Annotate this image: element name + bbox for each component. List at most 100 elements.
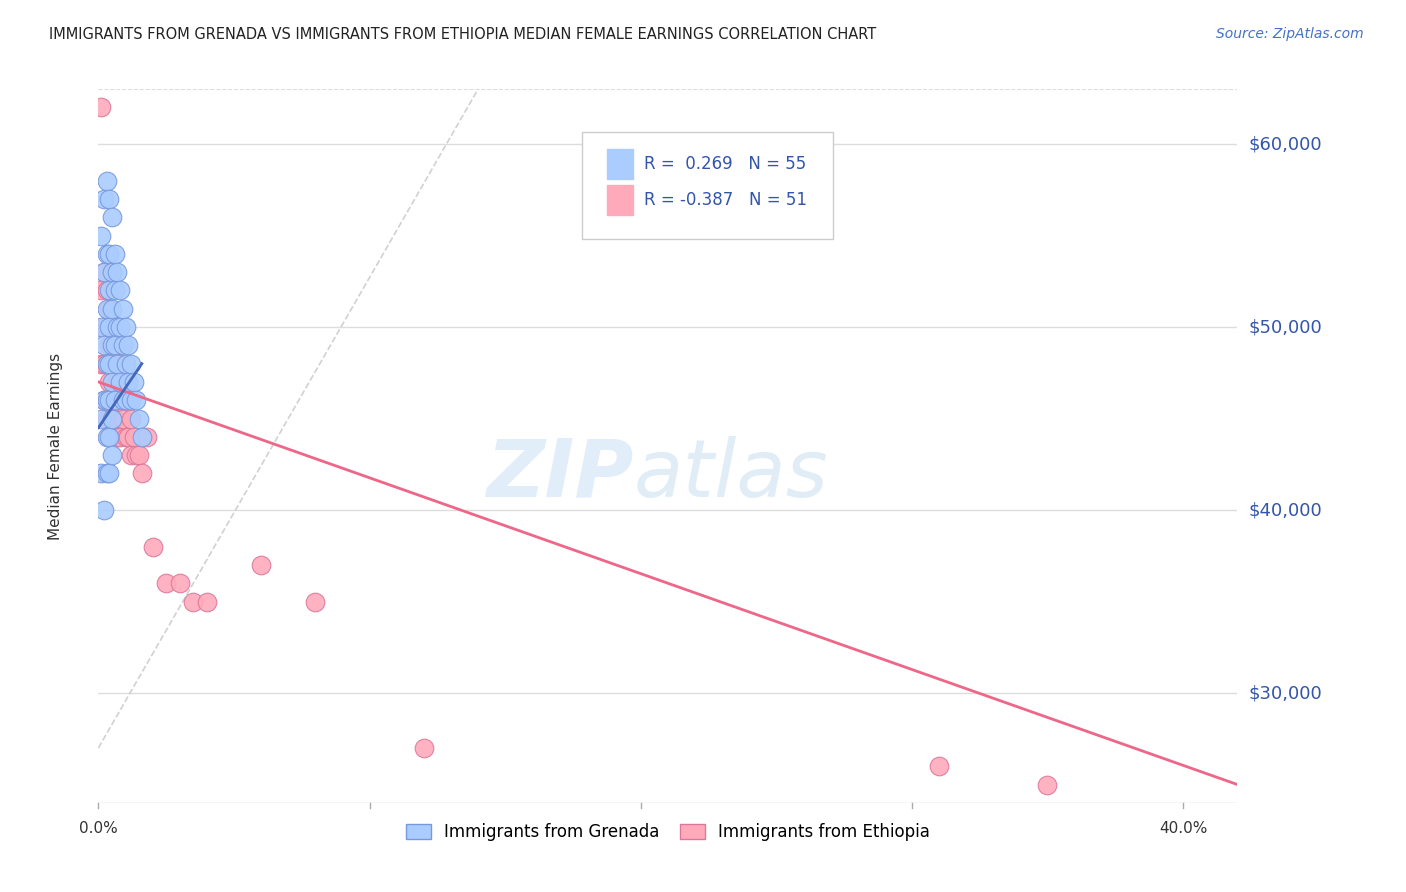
Point bbox=[131, 430, 153, 444]
Point bbox=[120, 448, 142, 462]
Point bbox=[107, 320, 129, 334]
Text: $40,000: $40,000 bbox=[1249, 501, 1322, 519]
Point bbox=[107, 357, 129, 371]
Text: 0.0%: 0.0% bbox=[79, 822, 118, 836]
Point bbox=[93, 393, 115, 408]
FancyBboxPatch shape bbox=[582, 132, 832, 239]
Point bbox=[304, 594, 326, 608]
Text: R =  0.269   N = 55: R = 0.269 N = 55 bbox=[644, 155, 806, 173]
Point bbox=[104, 393, 127, 408]
Point bbox=[104, 247, 127, 261]
Point bbox=[104, 338, 127, 352]
Point bbox=[101, 357, 124, 371]
FancyBboxPatch shape bbox=[607, 185, 633, 215]
Point bbox=[131, 467, 153, 481]
Point bbox=[93, 503, 115, 517]
Point bbox=[120, 393, 142, 408]
Point bbox=[93, 265, 115, 279]
Point bbox=[90, 320, 112, 334]
FancyBboxPatch shape bbox=[607, 149, 633, 179]
Point bbox=[101, 211, 124, 225]
Point bbox=[136, 430, 159, 444]
Point bbox=[101, 301, 124, 316]
Text: $50,000: $50,000 bbox=[1249, 318, 1322, 336]
Point bbox=[93, 393, 115, 408]
Point bbox=[96, 284, 118, 298]
Legend: Immigrants from Grenada, Immigrants from Ethiopia: Immigrants from Grenada, Immigrants from… bbox=[401, 818, 935, 846]
Point bbox=[120, 411, 142, 425]
Point bbox=[96, 357, 118, 371]
Point bbox=[101, 375, 124, 389]
Point bbox=[90, 357, 112, 371]
Point bbox=[169, 576, 191, 591]
Text: Source: ZipAtlas.com: Source: ZipAtlas.com bbox=[1216, 27, 1364, 41]
Point bbox=[98, 284, 121, 298]
Point bbox=[108, 357, 131, 371]
Point bbox=[183, 594, 205, 608]
Point bbox=[98, 247, 121, 261]
Point bbox=[128, 411, 150, 425]
Point bbox=[111, 411, 134, 425]
Point bbox=[122, 375, 145, 389]
Point bbox=[93, 265, 115, 279]
Point bbox=[90, 411, 112, 425]
Point bbox=[111, 301, 134, 316]
Point bbox=[155, 576, 177, 591]
Point bbox=[104, 357, 127, 371]
Point bbox=[412, 740, 434, 755]
Point bbox=[114, 320, 136, 334]
Text: $60,000: $60,000 bbox=[1249, 135, 1322, 153]
Point bbox=[96, 411, 118, 425]
Text: ZIP: ZIP bbox=[486, 435, 634, 514]
Point bbox=[101, 411, 124, 425]
Point bbox=[108, 430, 131, 444]
Point bbox=[195, 594, 218, 608]
Point bbox=[96, 174, 118, 188]
Text: R = -0.387   N = 51: R = -0.387 N = 51 bbox=[644, 191, 807, 209]
Point bbox=[111, 393, 134, 408]
Point bbox=[114, 393, 136, 408]
Point bbox=[120, 357, 142, 371]
Point bbox=[1036, 777, 1059, 791]
Point bbox=[111, 338, 134, 352]
Point bbox=[93, 357, 115, 371]
Point bbox=[96, 467, 118, 481]
Point bbox=[96, 393, 118, 408]
Point bbox=[122, 430, 145, 444]
Point bbox=[101, 320, 124, 334]
Point bbox=[114, 357, 136, 371]
Point bbox=[104, 411, 127, 425]
Point bbox=[125, 393, 148, 408]
Point bbox=[93, 320, 115, 334]
Point bbox=[117, 375, 139, 389]
Point bbox=[101, 411, 124, 425]
Text: $30,000: $30,000 bbox=[1249, 684, 1322, 702]
Point bbox=[96, 247, 118, 261]
Point bbox=[107, 375, 129, 389]
Point bbox=[107, 430, 129, 444]
Point bbox=[96, 320, 118, 334]
Point bbox=[93, 338, 115, 352]
Point bbox=[101, 338, 124, 352]
Point bbox=[98, 375, 121, 389]
Point bbox=[98, 357, 121, 371]
Point bbox=[98, 430, 121, 444]
Point bbox=[101, 265, 124, 279]
Point bbox=[101, 448, 124, 462]
Text: atlas: atlas bbox=[634, 435, 828, 514]
Point bbox=[108, 393, 131, 408]
Point bbox=[114, 393, 136, 408]
Point bbox=[98, 301, 121, 316]
Point bbox=[125, 448, 148, 462]
Point bbox=[101, 265, 124, 279]
Text: 40.0%: 40.0% bbox=[1159, 822, 1208, 836]
Point bbox=[111, 375, 134, 389]
Point bbox=[104, 320, 127, 334]
Text: IMMIGRANTS FROM GRENADA VS IMMIGRANTS FROM ETHIOPIA MEDIAN FEMALE EARNINGS CORRE: IMMIGRANTS FROM GRENADA VS IMMIGRANTS FR… bbox=[49, 27, 876, 42]
Point bbox=[96, 357, 118, 371]
Point bbox=[108, 320, 131, 334]
Point bbox=[90, 467, 112, 481]
Point bbox=[114, 430, 136, 444]
Point bbox=[108, 375, 131, 389]
Point bbox=[107, 265, 129, 279]
